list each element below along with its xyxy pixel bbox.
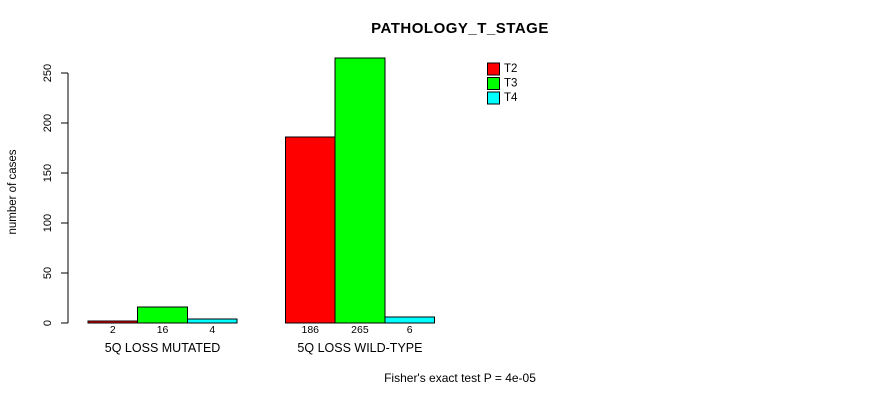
legend-swatch-t4 [487,91,500,105]
y-tick-label: 100 [42,214,54,232]
y-axis-title: number of cases [7,149,19,234]
bar-t4-group1 [186,318,238,324]
bar-t2-group1 [87,320,139,324]
category-label: 5Q LOSS WILD-TYPE [297,341,422,355]
chart-title: PATHOLOGY_T_STAGE [371,20,549,37]
bar-t3-group2 [334,57,386,324]
legend-swatch-t2 [487,62,500,76]
category-label: 5Q LOSS MUTATED [105,341,221,355]
legend-label-t3: T3 [504,78,517,90]
bar-value-label: 6 [407,324,413,336]
y-tick-label: 0 [42,320,54,326]
y-tick-label: 150 [42,164,54,182]
bar-t4-group2 [384,316,435,324]
legend-label-t4: T4 [504,92,518,104]
y-tick-label: 200 [42,114,54,132]
bar-t2-group2 [284,136,336,324]
bar-value-label: 2 [110,324,116,336]
legend-label-t2: T2 [504,63,517,75]
bar-t3-group1 [137,306,188,324]
bar-value-label: 265 [351,324,369,336]
bar-value-label: 16 [157,324,169,336]
bar-value-label: 186 [301,324,319,336]
y-tick-label: 250 [42,64,54,82]
legend-swatch-t3 [487,77,500,90]
y-tick-label: 50 [42,267,54,279]
bar-value-label: 4 [209,324,215,336]
statistical-test-note: Fisher's exact test P = 4e-05 [384,371,536,385]
